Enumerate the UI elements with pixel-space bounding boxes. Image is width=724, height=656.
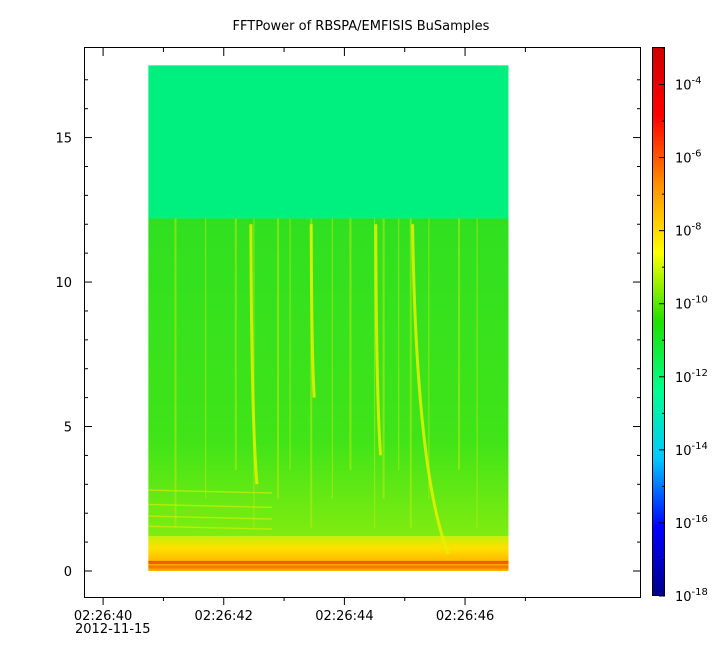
x-date-label: 2012-11-15 bbox=[75, 622, 151, 637]
colorbar-tick-label: 10-10 bbox=[675, 295, 708, 313]
y-tick-label: 0 bbox=[64, 565, 72, 580]
spectrogram-band bbox=[148, 536, 509, 571]
spectrogram-band bbox=[148, 65, 509, 219]
spectrogram-band bbox=[148, 218, 509, 537]
chorus-element bbox=[309, 224, 316, 398]
x-tick-label: 02:26:42 bbox=[195, 609, 253, 624]
chorus-element bbox=[411, 224, 450, 555]
band-striation bbox=[148, 525, 273, 530]
low-frequency-line bbox=[148, 560, 509, 564]
y-tick-label: 10 bbox=[55, 276, 72, 291]
chorus-element bbox=[374, 224, 383, 456]
y-tick-label: 5 bbox=[64, 421, 72, 436]
spectrogram-image bbox=[148, 65, 509, 571]
x-tick-label: 02:26:44 bbox=[315, 609, 373, 624]
y-axis: 0 5 10 15 bbox=[55, 79, 640, 580]
x-tick-label: 02:26:40 bbox=[74, 609, 132, 624]
colorbar bbox=[652, 47, 665, 596]
colorbar-tick-label: 10-8 bbox=[675, 222, 702, 240]
colorbar-axis: 10-4 10-6 10-8 10-10 10-12 10-14 10-16 10-18 bbox=[659, 47, 708, 605]
colorbar-tick-label: 10-14 bbox=[675, 441, 708, 459]
band-striation bbox=[148, 489, 273, 494]
colorbar-tick-label: 10-4 bbox=[675, 76, 702, 94]
colorbar-tick-label: 10-16 bbox=[675, 514, 708, 532]
band-striation bbox=[148, 503, 273, 509]
colorbar-tick-label: 10-18 bbox=[675, 587, 708, 605]
colorbar-tick-label: 10-12 bbox=[675, 368, 708, 386]
chorus-features bbox=[148, 218, 478, 555]
x-axis: 02:26:40 02:26:42 02:26:44 02:26:46 bbox=[74, 48, 526, 624]
chorus-element bbox=[249, 224, 259, 485]
chart-title: FFTPower of RBSPA/EMFISIS BuSamples bbox=[233, 19, 490, 34]
colorbar-tick-label: 10-6 bbox=[675, 149, 702, 167]
x-tick-label: 02:26:46 bbox=[436, 609, 494, 624]
band-striation bbox=[148, 515, 273, 520]
y-tick-label: 15 bbox=[55, 132, 72, 147]
